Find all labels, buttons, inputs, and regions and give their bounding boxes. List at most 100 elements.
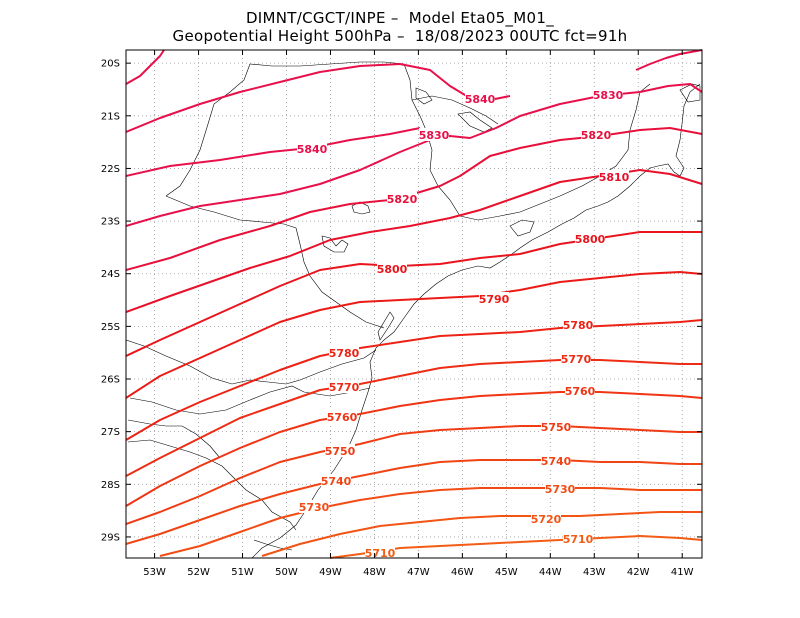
state-border xyxy=(165,63,251,197)
lon-tick-label: 48W xyxy=(363,567,386,578)
coastline xyxy=(415,87,433,105)
lon-tick-label: 44W xyxy=(539,567,562,578)
contour-line-5840 xyxy=(125,63,511,133)
coastline xyxy=(457,111,493,133)
contour-label-5730: 5730 xyxy=(299,501,330,514)
lat-tick-label: 24S xyxy=(101,269,120,280)
lon-tick-label: 53W xyxy=(143,567,166,578)
contour-label-5800: 5800 xyxy=(575,233,606,246)
contour-label-5780: 5780 xyxy=(563,319,594,332)
lat-tick-label: 20S xyxy=(101,59,120,70)
contour-label-bg xyxy=(325,444,355,457)
contour-label-bg xyxy=(581,128,611,141)
contour-label-5820: 5820 xyxy=(387,193,418,206)
contour-label-5830: 5830 xyxy=(593,89,624,102)
contour-label-bg xyxy=(299,500,329,513)
lat-tick-label: 22S xyxy=(101,164,120,175)
contour-line-5770 xyxy=(125,359,702,477)
coastline xyxy=(251,83,701,559)
contour-label-bg xyxy=(531,512,561,525)
contour-label-bg xyxy=(575,232,605,245)
lat-tick-label: 29S xyxy=(101,532,120,543)
lon-tick-label: 42W xyxy=(627,567,650,578)
contour-line-5730 xyxy=(159,487,702,557)
contour-label-bg xyxy=(377,262,407,275)
contour-label-bg xyxy=(321,474,351,487)
contour-label-5740: 5740 xyxy=(321,475,352,488)
coastline-borders xyxy=(125,61,701,559)
contour-line-5810 xyxy=(125,169,703,313)
state-border xyxy=(249,61,651,221)
lat-tick-label: 27S xyxy=(101,427,120,438)
contour-label-bg xyxy=(419,128,449,141)
contour-label-bg xyxy=(479,292,509,305)
contour-label-5740: 5740 xyxy=(541,455,572,468)
coastline xyxy=(321,235,349,253)
state-border xyxy=(129,385,371,415)
contour-label-bg xyxy=(327,410,357,423)
contour-line-5840 xyxy=(635,49,703,71)
state-border xyxy=(165,195,385,329)
contour-label-bg xyxy=(387,192,417,205)
contour-label-5770: 5770 xyxy=(561,353,592,366)
lon-tick-label: 52W xyxy=(187,567,210,578)
lon-tick-label: 45W xyxy=(495,567,518,578)
contour-label-5790: 5790 xyxy=(479,293,510,306)
contour-line-5790 xyxy=(125,271,703,399)
coastline xyxy=(377,311,395,341)
title-line-2: Geopotential Height 500hPa – 18/08/2023 … xyxy=(172,27,628,45)
contour-label-bg xyxy=(563,318,593,331)
contour-label-5840: 5840 xyxy=(465,93,496,106)
contour-line-5760 xyxy=(125,391,703,507)
contour-label-bg xyxy=(365,546,395,559)
contour-label-5830: 5830 xyxy=(419,129,450,142)
contour-label-bg xyxy=(565,384,595,397)
contour-label-5750: 5750 xyxy=(541,421,572,434)
contour-label-bg xyxy=(329,346,359,359)
plot-frame xyxy=(125,49,703,559)
contour-label-bg xyxy=(541,420,571,433)
lon-tick-label: 51W xyxy=(231,567,254,578)
contour-labels: 5840 5840 5830 5830 5820 5820 5810 5800 5800 5790… xyxy=(297,88,630,560)
country-border xyxy=(127,419,221,459)
contour-line-5840 xyxy=(125,49,165,85)
contour-label-bg xyxy=(545,482,575,495)
contour-label-5730: 5730 xyxy=(545,483,576,496)
contour-line-5750 xyxy=(125,425,702,525)
state-border xyxy=(127,439,297,531)
contour-line-5840 xyxy=(125,127,421,177)
state-border xyxy=(411,95,499,125)
contour-label-5760: 5760 xyxy=(565,385,596,398)
contour-label-bg xyxy=(465,92,495,105)
contour-label-5820: 5820 xyxy=(581,129,612,142)
contour-label-bg xyxy=(329,380,359,393)
contour-line-5800 xyxy=(125,231,702,357)
contour-label-5780: 5780 xyxy=(329,347,360,360)
contour-label-bg xyxy=(599,170,629,183)
contour-line-5780 xyxy=(125,319,703,441)
lon-tick-label: 50W xyxy=(275,567,298,578)
lon-tick-label: 46W xyxy=(451,567,474,578)
lon-tick-label: 41W xyxy=(671,567,694,578)
contour-line-5830 xyxy=(125,83,703,227)
contour-label-5810: 5810 xyxy=(599,171,630,184)
contour-label-5720: 5720 xyxy=(531,513,562,526)
grid-lines xyxy=(126,50,702,558)
lat-tick-label: 21S xyxy=(101,111,120,122)
coastline xyxy=(509,219,535,237)
contour-line-5740 xyxy=(125,459,702,545)
title-line-1: DIMNT/CGCT/INPE – Model Eta05_M01_ xyxy=(245,9,555,27)
contour-label-bg xyxy=(541,454,571,467)
axis-ticks: 20S 21S 22S 23S 24S 25S 26S 27S 28S 29S 53W 52W 51W 5… xyxy=(101,50,702,578)
lon-tick-label: 47W xyxy=(407,567,430,578)
lat-tick-label: 26S xyxy=(101,375,120,386)
lat-tick-label: 23S xyxy=(101,217,120,228)
contour-label-5750: 5750 xyxy=(325,445,356,458)
lon-tick-label: 43W xyxy=(583,567,606,578)
lat-tick-label: 28S xyxy=(101,480,120,491)
contour-label-bg xyxy=(561,352,591,365)
lat-tick-label: 25S xyxy=(101,322,120,333)
contour-label-bg xyxy=(297,142,327,155)
contour-label-bg xyxy=(593,88,623,101)
